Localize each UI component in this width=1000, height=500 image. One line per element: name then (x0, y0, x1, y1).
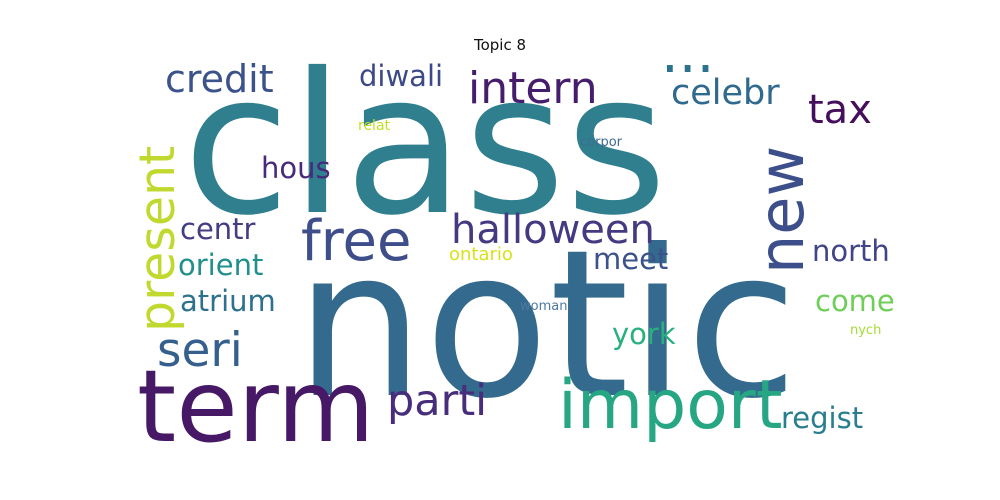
word-class: class (183, 31, 668, 258)
word-credit: credit (165, 57, 274, 101)
word-relat: relat (358, 118, 391, 134)
word-parti: parti (387, 376, 488, 426)
word-woman: woman (520, 299, 568, 314)
word-seri: seri (157, 323, 243, 378)
word-orient: orient (178, 248, 264, 282)
word-nych: nych (850, 323, 882, 338)
word-free: free (301, 209, 412, 274)
word-hous: hous (261, 151, 331, 185)
word-import: import (558, 366, 783, 445)
word-ellipsis: ... (661, 21, 715, 86)
word-halloween: halloween (451, 207, 655, 253)
word-new: new (745, 145, 818, 274)
chart-title: Topic 8 (473, 36, 527, 54)
word-centr: centr (180, 212, 256, 246)
word-celebr: celebr (671, 73, 780, 113)
word-term: term (137, 348, 375, 465)
word-present: present (129, 145, 186, 332)
word-ontario: ontario (449, 244, 513, 265)
word-york: york (612, 317, 676, 351)
word-tax: tax (808, 87, 872, 133)
word-meet: meet (593, 242, 669, 276)
word-notic: notic (295, 207, 798, 444)
word-corpor: corpor (580, 135, 622, 150)
word-come: come (815, 284, 895, 318)
word-atrium: atrium (180, 284, 276, 318)
word-intern: intern (468, 63, 598, 114)
word-diwali: diwali (359, 59, 444, 93)
word-regist: regist (781, 401, 864, 435)
word-cloud: class notic term import new present free… (125, 26, 901, 457)
word-north: north (812, 234, 890, 268)
